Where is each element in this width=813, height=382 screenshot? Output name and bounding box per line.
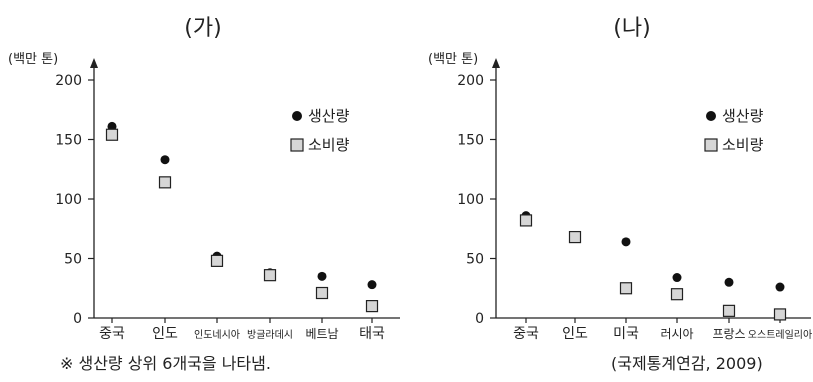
x-tick-label: 인도 xyxy=(562,326,588,342)
x-tick-label: 러시아 xyxy=(660,327,693,341)
chart-title-left: (가) xyxy=(184,16,222,41)
chart-panel-left: (가) (백만 톤) 0 50 100 150 200 중국 인도 인도네시아 방글라데시 베트남… xyxy=(0,0,406,345)
y-tick-label: 50 xyxy=(466,252,484,268)
x-tick-label: 중국 xyxy=(513,326,539,342)
legend-consumption-label: 소비량 xyxy=(722,136,764,154)
x-tick-label: 태국 xyxy=(359,326,385,342)
legend-production-marker xyxy=(292,111,302,121)
legend-consumption-label: 소비량 xyxy=(308,136,350,154)
consumption-point xyxy=(210,254,224,267)
consumption-point xyxy=(263,269,277,282)
x-tick-label: 프랑스 xyxy=(712,327,745,341)
chart-title-right: (나) xyxy=(613,16,651,41)
production-point xyxy=(317,271,327,281)
y-tick-label: 0 xyxy=(73,311,82,327)
consumption-point xyxy=(315,286,329,300)
x-tick-label: 중국 xyxy=(99,326,125,342)
legend-production-label: 생산량 xyxy=(308,107,350,125)
consumption-point xyxy=(568,230,582,244)
y-tick-label: 200 xyxy=(457,73,484,89)
x-tick-label: 방글라데시 xyxy=(247,329,293,341)
consumption-point xyxy=(619,282,633,295)
y-tick-label: 50 xyxy=(64,252,82,268)
y-tick-label: 0 xyxy=(475,311,484,327)
consumption-point xyxy=(519,214,533,227)
unit-label-right: (백만 톤) xyxy=(428,52,479,67)
consumption-point xyxy=(722,304,736,317)
footnote-right: (국제통계연감, 2009) xyxy=(611,354,763,373)
legend-production-label: 생산량 xyxy=(722,107,764,125)
legend-production-marker xyxy=(706,111,716,121)
production-point xyxy=(724,277,734,287)
y-tick-label: 100 xyxy=(55,192,82,208)
y-axis-arrow xyxy=(90,58,98,68)
y-tick-label: 150 xyxy=(457,133,484,149)
x-tick-label: 미국 xyxy=(613,326,639,342)
consumption-point xyxy=(158,176,172,189)
x-tick-label: 인도네시아 xyxy=(194,329,240,341)
legend-consumption-marker xyxy=(290,138,304,152)
y-tick-label: 200 xyxy=(55,73,82,89)
footnote-left: ※ 생산량 상위 6개국을 나타냄. xyxy=(60,354,271,373)
production-point xyxy=(621,237,631,247)
y-axis-arrow xyxy=(492,58,500,68)
x-tick-label: 오스트레일리아 xyxy=(748,329,812,341)
y-tick-label: 150 xyxy=(55,133,82,149)
unit-label-left: (백만 톤) xyxy=(8,52,59,67)
chart-panel-right: (나) (백만 톤) 0 50 100 150 200 중국 인도 미국 러시아 프랑스 오스트레일… xyxy=(406,0,813,345)
x-tick-label: 인도 xyxy=(152,326,178,342)
consumption-point xyxy=(105,128,119,141)
consumption-point xyxy=(670,288,684,301)
consumption-point xyxy=(365,300,379,313)
consumption-point xyxy=(773,308,787,321)
production-point xyxy=(672,273,682,283)
production-point xyxy=(160,155,170,165)
production-point xyxy=(367,280,377,290)
x-tick-label: 베트남 xyxy=(305,327,338,341)
production-point xyxy=(775,282,785,292)
legend-consumption-marker xyxy=(704,138,718,152)
y-tick-label: 100 xyxy=(457,192,484,208)
